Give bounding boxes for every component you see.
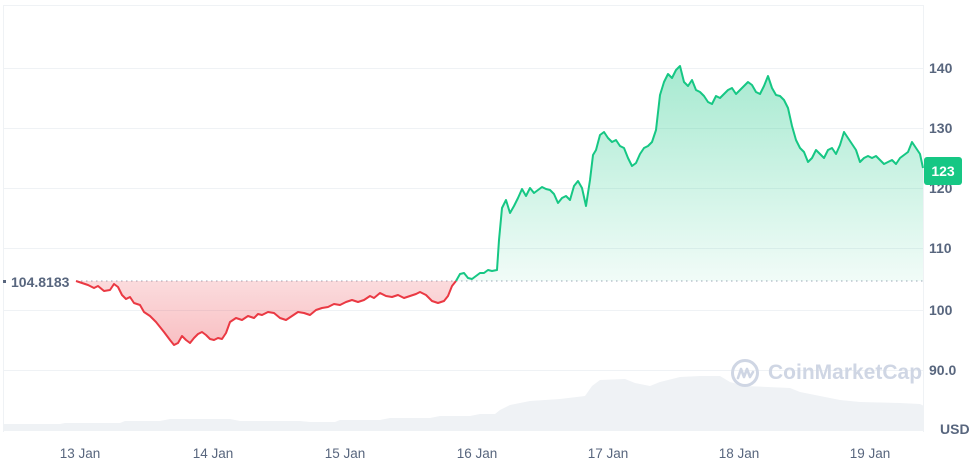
- price-area-above: [456, 66, 923, 281]
- current-price-badge: 123: [924, 157, 962, 185]
- watermark-text: CoinMarketCap: [768, 361, 923, 384]
- baseline-value-label: 104.8183: [9, 274, 72, 290]
- coinmarketcap-watermark: CoinMarketCap: [730, 358, 922, 388]
- y-axis-label-90: 90.0: [929, 362, 957, 378]
- y-axis-label-100: 100: [929, 302, 953, 318]
- y-axis-label-140: 140: [929, 60, 953, 76]
- chart-frame-lines: [3, 5, 924, 432]
- currency-label: USD: [940, 421, 970, 437]
- baseline-tick: [3, 280, 6, 283]
- price-line-above: [455, 65, 924, 282]
- y-axis-label-110: 110: [929, 240, 952, 256]
- x-axis-label-17-jan: 17 Jan: [587, 446, 629, 461]
- x-axis-label-18-jan: 18 Jan: [718, 446, 760, 461]
- x-axis-label-19-jan: 19 Jan: [849, 446, 891, 461]
- x-axis-label-13-jan: 13 Jan: [59, 446, 101, 461]
- coinmarketcap-logo-icon: [731, 359, 759, 387]
- volume-area: [3, 376, 924, 431]
- x-axis-label-16-jan: 16 Jan: [456, 446, 498, 461]
- y-axis-label-130: 130: [929, 120, 953, 136]
- gridlines: [3, 68, 924, 371]
- x-axis-label-14-jan: 14 Jan: [192, 446, 234, 461]
- price-line-below: [75, 280, 457, 346]
- x-axis-label-15-jan: 15 Jan: [324, 446, 366, 461]
